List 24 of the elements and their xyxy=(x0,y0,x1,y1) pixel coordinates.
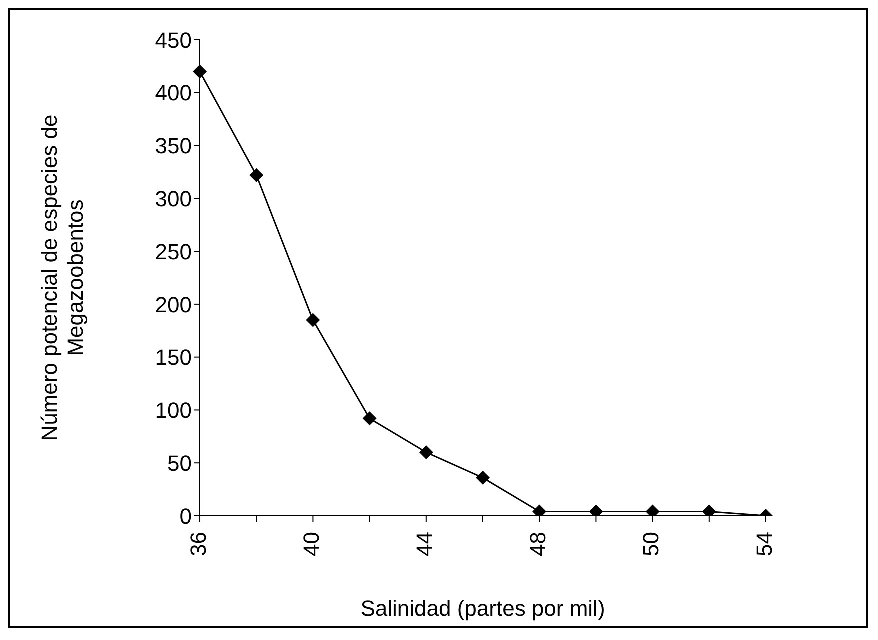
x-tick-label: 36 xyxy=(186,532,211,556)
y-tick-label: 350 xyxy=(155,134,192,159)
y-axis-title: Número potencial de especies de Megazoobentos xyxy=(37,114,88,442)
x-tick-label: 44 xyxy=(412,532,438,556)
x-tick-label: 50 xyxy=(638,532,664,556)
point xyxy=(362,412,377,426)
point xyxy=(250,168,264,182)
x-tick-label: 54 xyxy=(752,532,777,556)
y-tick-label: 100 xyxy=(155,398,192,424)
y-tick-label: 50 xyxy=(168,450,192,476)
x-tick-label: 48 xyxy=(525,532,550,556)
y-tick-label: 450 xyxy=(155,28,192,53)
y-tick-label: 400 xyxy=(155,80,192,106)
y-tick-label: 250 xyxy=(155,239,192,264)
x-tick-label: 40 xyxy=(299,532,324,556)
point xyxy=(476,470,490,485)
y-tick-label: 200 xyxy=(155,292,192,318)
y-tick-label: 300 xyxy=(155,186,192,212)
point xyxy=(306,313,320,328)
point xyxy=(419,446,434,460)
y-tick-label: 0 xyxy=(180,504,192,529)
y-tick-label: 150 xyxy=(155,345,192,370)
x-axis-title: Salinidad (partes por mil) xyxy=(360,596,606,621)
point xyxy=(193,64,207,79)
